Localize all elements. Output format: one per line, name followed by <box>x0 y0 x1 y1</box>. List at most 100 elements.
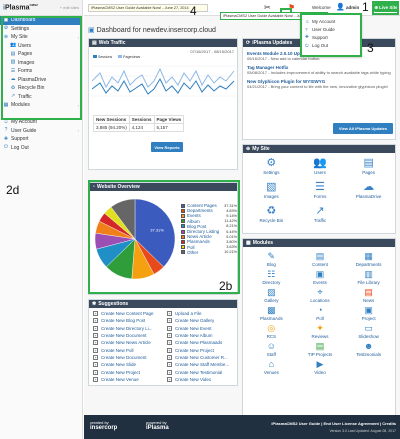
suggestion-link[interactable]: + Create New Gallery <box>167 317 237 324</box>
module-content[interactable]: ▤ Content <box>296 251 345 267</box>
update-title[interactable]: Events Module 2.0.10 Update <box>247 51 310 56</box>
module-file-library[interactable]: ▥ File Library <box>344 269 393 285</box>
module-departments[interactable]: ▦ Departments <box>344 251 393 267</box>
module-staff[interactable]: ☺ Staff <box>247 341 296 357</box>
legend-item[interactable]: Other 10.21% <box>181 250 237 255</box>
my-site-settings[interactable]: ⚙ Settings <box>247 157 296 175</box>
module-news[interactable]: ▤ News <box>344 287 393 303</box>
sidebar-item-modules[interactable]: ▦ Modules ‹ <box>0 101 82 110</box>
sidebar-item-traffic[interactable]: ↗ Traffic <box>0 93 82 102</box>
user-menu-item-support[interactable]: ✚ Support <box>302 33 360 41</box>
footer-links[interactable]: iPlasmaCMS2 User Guide | End User Licens… <box>271 421 396 426</box>
module-locations[interactable]: ⌖ Locations <box>296 287 345 303</box>
sidebar-item-dashboard[interactable]: ▣ Dashboard <box>0 16 82 25</box>
sidebar-item-recycle-bin[interactable]: ♻ Recycle Bin <box>0 84 82 93</box>
suggestion-link[interactable]: + Create New Document <box>93 332 165 339</box>
pie-slice-content-pages[interactable] <box>134 198 176 268</box>
legend-item[interactable]: Blog Post 8.21% <box>181 224 237 229</box>
module-venues[interactable]: ⌂ Venues <box>247 359 296 375</box>
legend-item[interactable]: Album 11.42% <box>181 219 237 224</box>
my-site-images[interactable]: ▧ Images <box>247 181 296 199</box>
module-video[interactable]: ▶ Video <box>296 359 345 375</box>
suggestion-link[interactable]: + Create New Venue <box>93 376 165 383</box>
sidebar-item-my-account[interactable]: ☺ My Account <box>0 118 82 127</box>
live-site-button[interactable]: ⊕ Live Site <box>374 3 398 12</box>
iplasma-logo[interactable]: iPlasma <box>146 425 169 431</box>
module-tip-projects[interactable]: ▤ TIP Projects <box>296 341 345 357</box>
suggestion-link[interactable]: + Create New Project <box>93 368 165 375</box>
suggestion-label: Create New Poll <box>101 347 134 353</box>
view-all-updates-button[interactable]: View All iPlasma Updates <box>333 123 393 134</box>
update-title[interactable]: Tag Manager Hotfix <box>247 65 289 70</box>
module-directory[interactable]: ☷ Directory <box>247 269 296 285</box>
legend-item[interactable]: Directory Listing 6.44% <box>181 229 237 234</box>
legend-item[interactable]: Content Pages 37.31% <box>181 203 237 208</box>
app-logo[interactable]: iPlasmaCMS2 <box>3 3 38 12</box>
legend-item[interactable]: Departments 4.83% <box>181 208 237 213</box>
suggestion-link[interactable]: + Create New Plasmaads <box>167 339 237 346</box>
suggestion-link[interactable]: + Create New Document <box>93 354 165 361</box>
module-project[interactable]: ▣ Project <box>344 305 393 321</box>
sidebar-item-my-site[interactable]: ⊕ My Site ‹ <box>0 33 82 42</box>
suggestion-link[interactable]: + Upload a File <box>167 310 237 317</box>
edit-sites-link[interactable]: + edit sites <box>59 5 79 10</box>
suggestion-link[interactable]: + Create New Staff Membe... <box>167 361 237 368</box>
suggestion-link[interactable]: + Create New Slide <box>93 361 165 368</box>
chevron-icon[interactable]: ‹ <box>77 128 79 134</box>
my-site-recycle-bin[interactable]: ♻ Recycle Bin <box>247 205 296 223</box>
legend-item[interactable]: Events 9.14% <box>181 213 237 218</box>
module-gallery[interactable]: ▨ Gallery <box>247 287 296 303</box>
legend-item[interactable]: News Article 5.01% <box>181 234 237 239</box>
suggestion-link[interactable]: + Create New Content Page <box>93 310 165 317</box>
my-site-traffic[interactable]: ↗ Traffic <box>296 205 345 223</box>
suggestion-link[interactable]: + Create New Testimonial <box>167 368 237 375</box>
sidebar-item-users[interactable]: 👥 Users <box>0 42 82 51</box>
chevron-icon[interactable]: ‹ <box>77 34 79 40</box>
my-site-pages[interactable]: ▤ Pages <box>344 157 393 175</box>
avatar-icon[interactable]: 👤 <box>336 4 345 11</box>
module-rcs[interactable]: ◎ RCS <box>247 323 296 339</box>
sidebar-item-images[interactable]: ▧ Images <box>0 59 82 68</box>
module-events[interactable]: ▣ Events <box>296 269 345 285</box>
username-label[interactable]: admin <box>346 5 360 10</box>
legend-item[interactable]: Poll 3.63% <box>181 245 237 250</box>
module-reviews[interactable]: ✦ Reviews <box>296 323 345 339</box>
pie-slice-other[interactable] <box>110 198 136 240</box>
sidebar-item-log-out[interactable]: ⏻ Log Out <box>0 144 82 153</box>
my-site-forms[interactable]: ☰ Forms <box>296 181 345 199</box>
suggestion-link[interactable]: + Create New Customer R... <box>167 354 237 361</box>
update-title[interactable]: New Glyphicon Plugin for WYSIWYG <box>247 79 326 84</box>
sidebar-item-support[interactable]: ✚ Support <box>0 135 82 144</box>
my-site-plasmadrive[interactable]: ☁ PlasmaDrive <box>344 181 393 199</box>
announcement-banner[interactable]: iPlasmaCMS2 User Guide Available Now! - … <box>88 4 208 12</box>
suggestion-link[interactable]: + Create New Video <box>167 376 237 383</box>
sidebar-item-user-guide[interactable]: ? User Guide ‹ <box>0 127 82 136</box>
suggestion-link[interactable]: + Create New Poll <box>93 346 165 353</box>
view-reports-button[interactable]: View Reports <box>151 142 183 152</box>
notification-icon[interactable]: ⚑ <box>288 3 296 12</box>
suggestion-link[interactable]: + Create New News Article <box>93 339 165 346</box>
sidebar-item-plasmadrive[interactable]: ☁ PlasmaDrive <box>0 76 82 85</box>
module-slideshow[interactable]: ▭ Slideshow <box>344 323 393 339</box>
sidebar-item-pages[interactable]: ▤ Pages <box>0 50 82 59</box>
module-blog[interactable]: ✎ Blog <box>247 251 296 267</box>
sidebar-item-forms[interactable]: ☰ Forms <box>0 67 82 76</box>
my-site-users[interactable]: 👥 Users <box>296 157 345 175</box>
suggestion-link[interactable]: + Create New Event <box>167 325 237 332</box>
user-menu-item-my-account[interactable]: ☺ My Account <box>302 17 360 25</box>
date-range[interactable]: 07/16/2017 - 08/15/2017 <box>190 49 234 54</box>
suggestion-link[interactable]: + Create New Directory Li... <box>93 325 165 332</box>
suggestion-link[interactable]: + Create New Album <box>167 332 237 339</box>
sidebar-item-settings[interactable]: ⚙ Settings <box>0 25 82 34</box>
module-poll[interactable]: ◔ Poll <box>296 305 345 321</box>
user-menu-item-user-guide[interactable]: ? User Guide <box>302 25 360 33</box>
suggestion-link[interactable]: + Create New Blog Post <box>93 317 165 324</box>
suggestion-link[interactable]: + Create New Project <box>167 346 237 353</box>
module-testimonials[interactable]: ☻ Testimonials <box>344 341 393 357</box>
user-menu-item-log-out[interactable]: ⏻ Log Out <box>302 41 360 49</box>
chevron-icon[interactable]: ‹ <box>77 102 79 108</box>
legend-item[interactable]: PlasmaAds 3.80% <box>181 239 237 244</box>
insercorp-logo[interactable]: insercorp <box>90 425 118 431</box>
module-plasmaads[interactable]: ▩ PlasmaAds <box>247 305 296 321</box>
tools-icon[interactable]: ✂ <box>264 3 271 12</box>
